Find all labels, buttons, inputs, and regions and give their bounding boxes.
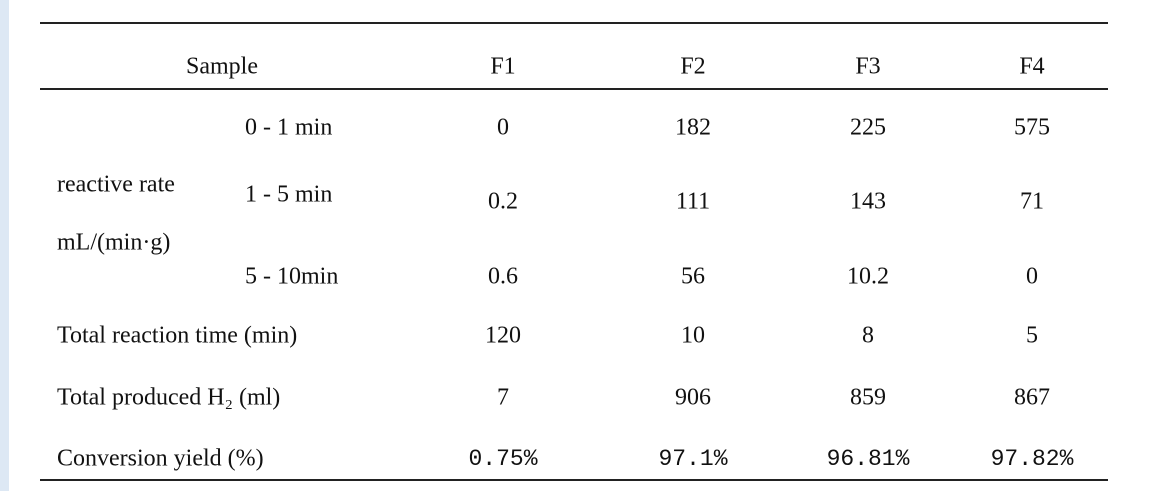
header-cell: F3 [855, 53, 881, 80]
row-label: 1 - 5 min [245, 181, 333, 208]
cell: 111 [675, 188, 711, 215]
cell: 143 [850, 188, 886, 215]
row-label: Conversion yield (%) [57, 445, 264, 472]
header-cell: F1 [490, 53, 516, 80]
row-label: Total reaction time (min) [57, 322, 298, 349]
cell: 0.6 [488, 263, 518, 290]
cell: 0 [497, 114, 509, 141]
cell: 8 [862, 322, 874, 349]
cell: 97.82% [990, 446, 1074, 472]
cell: 0 [1026, 263, 1038, 290]
cell: 56 [681, 263, 705, 290]
cell: 182 [675, 114, 711, 141]
cell: 7 [497, 384, 509, 411]
row-label: 5 - 10min [245, 263, 339, 290]
group-label: mL/(min·g) [57, 229, 171, 256]
cell: 10 [681, 322, 705, 349]
cell: 97.1% [658, 446, 728, 472]
cell: 120 [485, 322, 521, 349]
cell: 225 [850, 114, 886, 141]
top-rule [40, 22, 1108, 24]
cell: 5 [1026, 322, 1038, 349]
side-stripe [0, 0, 9, 491]
header-cell: F2 [680, 53, 706, 80]
cell: 906 [675, 384, 711, 411]
cell: 10.2 [847, 263, 889, 290]
row-label: 0 - 1 min [245, 114, 333, 141]
header-rule [40, 88, 1108, 90]
bottom-rule [40, 479, 1108, 481]
cell: 0.2 [488, 188, 518, 215]
cell: 71 [1020, 188, 1044, 215]
header-cell: F4 [1019, 53, 1045, 80]
group-label: reactive rate [57, 171, 175, 198]
header-cell: Sample [186, 53, 258, 80]
cell: 575 [1014, 114, 1050, 141]
cell: 96.81% [826, 446, 910, 472]
cell: 867 [1014, 384, 1050, 411]
cell: 0.75% [468, 446, 538, 472]
row-label: Total produced H₂ (ml) [57, 384, 281, 411]
cell: 859 [850, 384, 886, 411]
